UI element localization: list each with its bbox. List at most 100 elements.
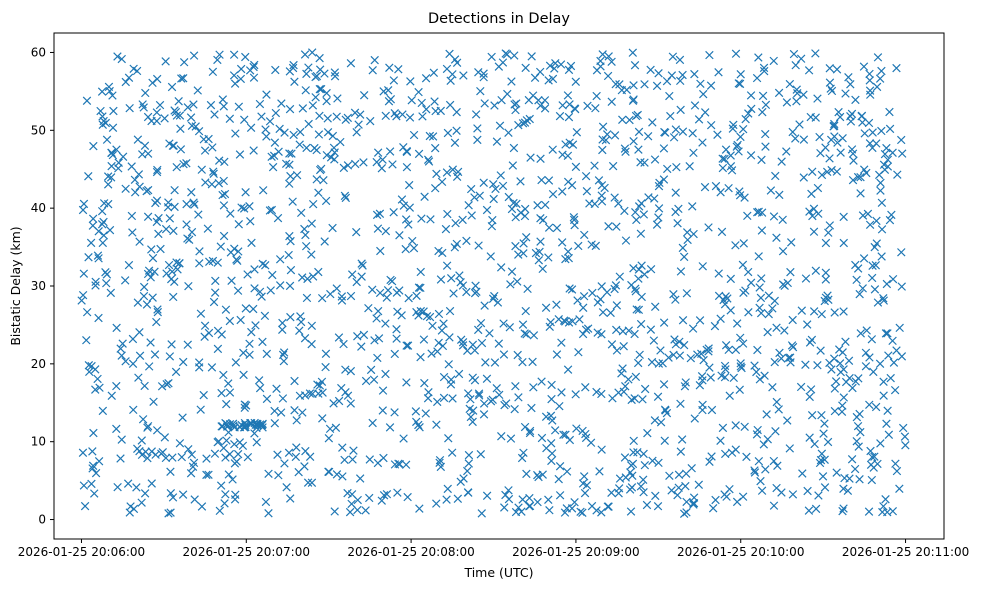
detection-marker (332, 470, 342, 479)
detection-marker (868, 261, 877, 270)
detection-marker (754, 456, 764, 466)
detection-marker (597, 389, 606, 399)
detection-marker (233, 256, 242, 266)
detection-marker (633, 110, 642, 120)
detection-marker (516, 177, 525, 186)
detection-marker (671, 295, 680, 304)
detection-marker (117, 435, 126, 444)
detection-marker (307, 219, 316, 228)
detection-marker (152, 116, 161, 126)
detection-marker (821, 238, 831, 248)
detection-marker (784, 353, 793, 363)
detection-marker (312, 71, 322, 81)
detection-marker (176, 124, 185, 133)
detection-marker (756, 293, 766, 303)
detection-marker (679, 252, 689, 262)
detection-marker (541, 303, 551, 312)
detection-marker (156, 244, 165, 254)
detection-marker (825, 64, 834, 73)
detection-marker (857, 111, 867, 121)
detection-marker (548, 189, 558, 199)
x-tick-label: 2026-01-25 20:10:00 (677, 545, 804, 559)
detection-marker (225, 114, 235, 123)
detection-marker (570, 497, 579, 507)
detection-marker (116, 344, 125, 353)
detection-marker (214, 156, 224, 165)
detection-marker (84, 172, 93, 181)
detection-marker (526, 153, 535, 162)
detection-marker (182, 220, 191, 229)
detection-marker (688, 202, 697, 211)
detection-marker (494, 62, 504, 71)
detection-marker (707, 452, 716, 461)
detection-marker (249, 146, 258, 155)
detection-marker (168, 141, 178, 150)
detection-marker (161, 57, 170, 66)
detection-marker (480, 99, 489, 108)
detection-marker (608, 161, 618, 171)
detection-marker (389, 207, 398, 217)
detection-marker (258, 186, 268, 195)
detection-marker (315, 65, 325, 74)
detection-marker (127, 211, 137, 221)
detection-marker (674, 483, 683, 492)
detection-marker (172, 111, 182, 120)
detection-marker (735, 385, 744, 394)
detection-marker (463, 389, 473, 398)
detection-marker (107, 391, 116, 400)
detection-marker (720, 154, 729, 164)
detection-marker (879, 294, 888, 303)
detection-marker (698, 262, 707, 271)
detection-marker (184, 235, 194, 244)
detection-marker (856, 189, 865, 198)
detection-marker (128, 359, 138, 368)
detection-marker (860, 129, 869, 138)
detection-marker (463, 466, 472, 476)
detection-marker (696, 79, 705, 89)
detection-marker (788, 315, 797, 325)
detection-marker (98, 406, 108, 416)
detection-marker (121, 357, 130, 366)
detection-marker (378, 406, 388, 415)
detection-marker (266, 286, 275, 295)
detection-marker (346, 399, 356, 408)
detection-marker (761, 100, 771, 110)
detection-marker (750, 466, 759, 475)
detection-marker (567, 504, 577, 513)
detection-marker (173, 265, 182, 274)
detection-marker (514, 393, 523, 402)
detection-marker (234, 220, 244, 229)
detection-marker (235, 150, 245, 159)
detection-marker (113, 52, 122, 61)
detection-marker (675, 337, 684, 347)
detection-marker (830, 406, 840, 416)
detection-marker (897, 149, 907, 158)
detection-marker (544, 253, 553, 262)
detection-marker (854, 374, 863, 383)
detection-marker (189, 458, 199, 468)
detection-marker (224, 379, 233, 388)
detection-marker (666, 111, 675, 121)
detection-marker (533, 497, 542, 507)
detection-marker (134, 170, 144, 179)
detection-marker (547, 449, 557, 458)
detection-marker (118, 152, 128, 161)
detection-marker (741, 114, 750, 124)
detection-marker (579, 291, 589, 301)
detection-marker (407, 96, 416, 105)
detection-marker (395, 231, 404, 240)
detection-marker (340, 191, 350, 201)
detection-marker (713, 130, 722, 139)
detection-marker (778, 215, 787, 225)
detection-marker (284, 250, 293, 260)
detection-marker (561, 430, 570, 439)
detection-marker (690, 414, 699, 423)
detection-marker (877, 126, 886, 136)
detection-marker (525, 114, 534, 124)
detection-marker (525, 493, 534, 503)
detection-marker (581, 325, 591, 334)
detection-marker (300, 334, 310, 343)
detection-marker (307, 48, 317, 57)
detection-marker (607, 488, 616, 497)
